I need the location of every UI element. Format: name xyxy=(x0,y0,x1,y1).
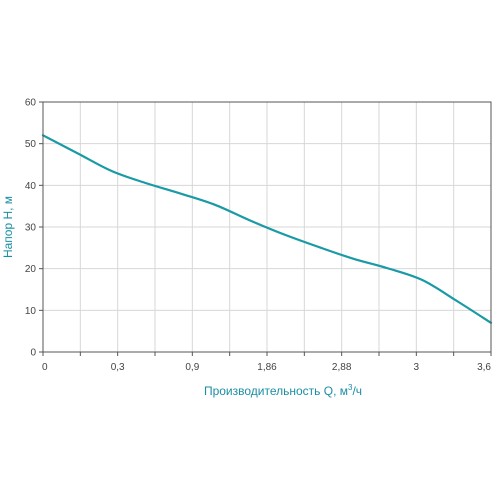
y-tick-label: 60 xyxy=(25,98,37,109)
x-axis-ticks: 0 0,3 0,9 1,86 2,88 3 3,6 xyxy=(42,352,492,373)
x-tick-label: 0,3 xyxy=(111,362,125,373)
x-tick-label: 2,88 xyxy=(332,362,352,373)
x-tick-label: 0,9 xyxy=(185,362,199,373)
y-tick-label: 0 xyxy=(30,348,36,359)
x-axis-title-superscript: 3 xyxy=(348,383,353,392)
series-line-group xyxy=(41,134,493,324)
series-line xyxy=(41,134,493,324)
y-tick-label: 30 xyxy=(25,223,37,234)
y-tick-label: 20 xyxy=(25,264,37,275)
x-tick-label: 3 xyxy=(414,362,420,373)
y-tick-label: 50 xyxy=(25,139,37,150)
x-axis-title-suffix: /ч xyxy=(352,384,362,398)
y-axis-title: Напор H, м xyxy=(1,196,15,258)
x-tick-label: 3,6 xyxy=(477,362,491,373)
x-tick-label: 1,86 xyxy=(257,362,277,373)
x-axis-title: Производительность Q, м3/ч xyxy=(204,383,362,398)
x-tick-label: 0 xyxy=(42,362,48,373)
y-tick-label: 10 xyxy=(25,306,37,317)
y-tick-label: 40 xyxy=(25,181,37,192)
x-axis-title-main: Производительность Q, м xyxy=(204,384,348,398)
y-axis-ticks: 0 10 20 30 40 50 60 xyxy=(25,98,43,359)
